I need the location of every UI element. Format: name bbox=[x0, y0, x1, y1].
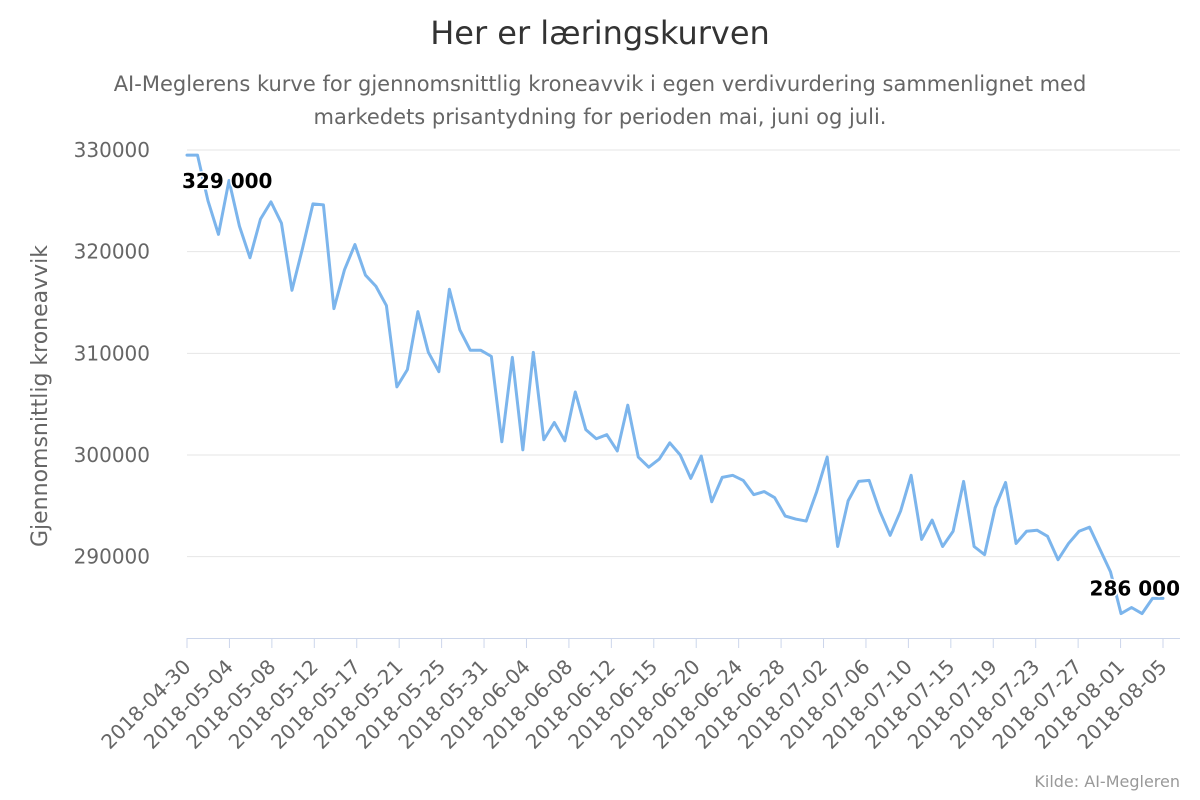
credits: Kilde: AI-Megleren bbox=[1034, 772, 1180, 791]
x-axis-ticks: 2018-04-302018-05-042018-05-082018-05-12… bbox=[96, 638, 1172, 754]
grid-lines bbox=[187, 149, 1180, 558]
y-tick-label: 290000 bbox=[74, 545, 150, 569]
y-axis-ticks: 290000 300000 310000 320000 330000 bbox=[74, 138, 150, 569]
series-group bbox=[185, 153, 1165, 616]
y-tick-label: 300000 bbox=[74, 443, 150, 467]
y-tick-label: 330000 bbox=[74, 138, 150, 162]
y-tick-label: 310000 bbox=[74, 341, 150, 365]
y-tick-label: 320000 bbox=[74, 240, 150, 264]
chart-title: Her er læringskurven bbox=[430, 14, 770, 52]
data-label: 329 000 bbox=[182, 169, 272, 193]
y-axis-label: Gjennomsnittlig kroneavvik bbox=[28, 245, 53, 547]
series-line bbox=[185, 153, 1165, 616]
data-label: 286 000 bbox=[1090, 576, 1180, 600]
chart-subtitle: AI-Meglerens kurve for gjennomsnittlig k… bbox=[113, 72, 1087, 129]
data-labels: 329 000 286 000 bbox=[181, 168, 1182, 602]
